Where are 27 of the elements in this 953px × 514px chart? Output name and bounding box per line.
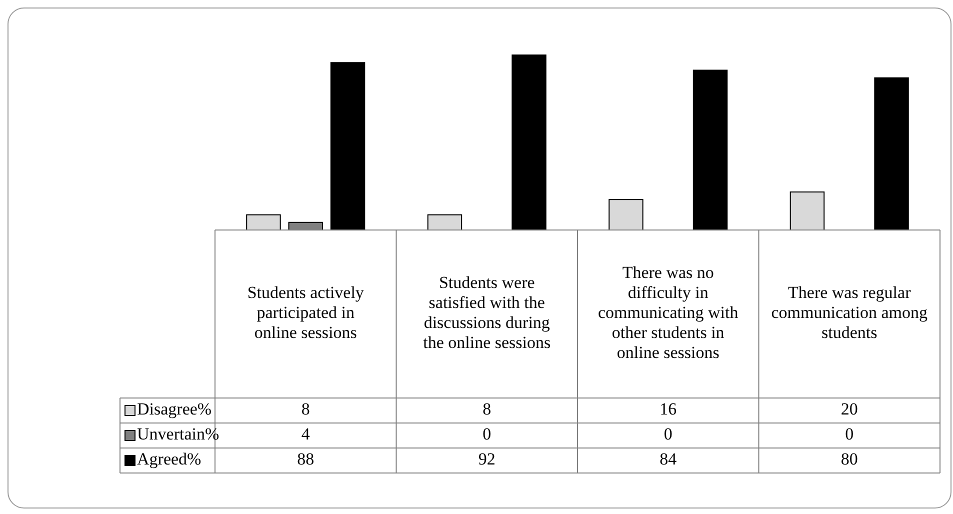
data-label: 20 [840, 399, 858, 418]
data-label: 0 [482, 424, 492, 444]
x-tick-label: There was no difficulty in communicating with other students in online sessions [598, 262, 739, 362]
legend-label: Agreed% [137, 449, 202, 468]
legend-label: Unvertain% [137, 424, 220, 444]
data-label: 8 [301, 399, 310, 418]
bar [330, 62, 366, 230]
bar [692, 70, 728, 230]
data-label: 84 [660, 449, 678, 468]
data-label: 8 [482, 399, 492, 418]
legend-label: Disagree% [137, 399, 212, 418]
bar [512, 54, 546, 230]
bar [427, 214, 462, 230]
bar [246, 214, 281, 230]
data-label: 92 [478, 449, 496, 468]
data-label: 80 [840, 449, 858, 468]
x-tick-label: Students were satisfied with the discussions during the online sessions [423, 272, 551, 352]
data-label: 88 [297, 449, 314, 468]
bar [790, 191, 825, 230]
data-label: 0 [845, 424, 854, 444]
x-tick-label: Students actively participated in online sessions [247, 282, 364, 342]
data-label: 0 [664, 424, 672, 444]
x-tick-label: There was regular communication among students [771, 282, 928, 342]
bar [608, 199, 644, 230]
data-label: 4 [301, 424, 310, 444]
data-label: 16 [660, 399, 677, 418]
bar [874, 77, 909, 230]
